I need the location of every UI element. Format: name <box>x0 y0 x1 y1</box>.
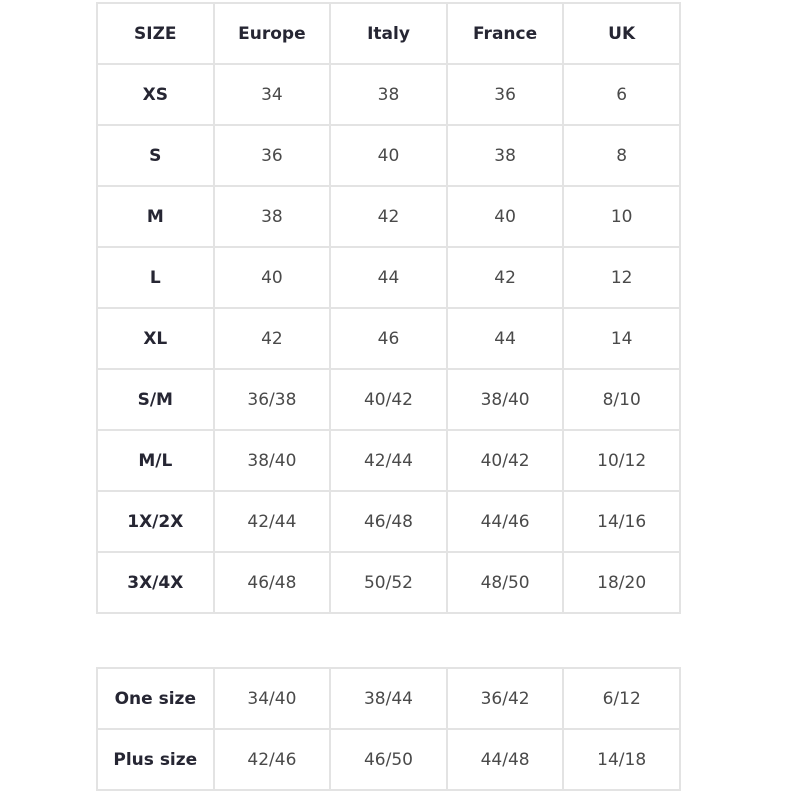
size-value-cell: 38 <box>329 63 448 126</box>
size-value-cell: 36/42 <box>445 667 565 730</box>
size-value-cell: 38/40 <box>445 368 565 431</box>
table-row: M/L 38/40 42/44 40/42 10/12 <box>96 429 681 492</box>
size-value-cell: 42/44 <box>212 490 332 553</box>
table-row: One size 34/40 38/44 36/42 6/12 <box>96 667 681 730</box>
size-value-cell: 10/12 <box>562 429 681 492</box>
size-label-cell: S <box>96 124 215 187</box>
size-value-cell: 42 <box>445 246 565 309</box>
size-value-cell: 34 <box>212 63 332 126</box>
size-value-cell: 6/12 <box>562 667 681 730</box>
size-value-cell: 38/44 <box>329 667 448 730</box>
column-header: France <box>445 2 565 65</box>
table-row: S/M 36/38 40/42 38/40 8/10 <box>96 368 681 431</box>
size-value-cell: 46/50 <box>329 728 448 791</box>
size-value-cell: 8/10 <box>562 368 681 431</box>
size-value-cell: 12 <box>562 246 681 309</box>
size-value-cell: 42 <box>212 307 332 370</box>
table-row: XS 34 38 36 6 <box>96 63 681 126</box>
size-value-cell: 40 <box>212 246 332 309</box>
size-label-cell: XS <box>96 63 215 126</box>
size-value-cell: 14 <box>562 307 681 370</box>
size-value-cell: 46/48 <box>212 551 332 614</box>
size-value-cell: 42 <box>329 185 448 248</box>
size-value-cell: 42/44 <box>329 429 448 492</box>
size-value-cell: 36/38 <box>212 368 332 431</box>
table-row: Plus size 42/46 46/50 44/48 14/18 <box>96 728 681 791</box>
size-chart-table: SIZE Europe Italy France UK XS 34 38 36 6 S 36 40 38… <box>96 2 681 614</box>
size-value-cell: 14/18 <box>562 728 681 791</box>
size-value-cell: 14/16 <box>562 490 681 553</box>
size-label-cell: 3X/4X <box>96 551 215 614</box>
size-value-cell: 36 <box>445 63 565 126</box>
size-value-cell: 46/48 <box>329 490 448 553</box>
size-value-cell: 6 <box>562 63 681 126</box>
size-label-cell: M/L <box>96 429 215 492</box>
size-value-cell: 38 <box>212 185 332 248</box>
size-label-cell: 1X/2X <box>96 490 215 553</box>
table-row: L 40 44 42 12 <box>96 246 681 309</box>
table-row: 3X/4X 46/48 50/52 48/50 18/20 <box>96 551 681 614</box>
size-value-cell: 48/50 <box>445 551 565 614</box>
size-value-cell: 40 <box>329 124 448 187</box>
table-row: M 38 42 40 10 <box>96 185 681 248</box>
size-label-cell: S/M <box>96 368 215 431</box>
size-value-cell: 42/46 <box>212 728 332 791</box>
table-row: S 36 40 38 8 <box>96 124 681 187</box>
size-value-cell: 50/52 <box>329 551 448 614</box>
size-label-cell: One size <box>96 667 215 730</box>
size-value-cell: 44 <box>329 246 448 309</box>
size-label-cell: XL <box>96 307 215 370</box>
header-row: SIZE Europe Italy France UK <box>96 2 681 65</box>
size-value-cell: 46 <box>329 307 448 370</box>
column-header: Italy <box>329 2 448 65</box>
size-value-cell: 10 <box>562 185 681 248</box>
size-label-cell: M <box>96 185 215 248</box>
size-value-cell: 40/42 <box>445 429 565 492</box>
size-value-cell: 18/20 <box>562 551 681 614</box>
size-value-cell: 40 <box>445 185 565 248</box>
size-value-cell: 38 <box>445 124 565 187</box>
size-value-cell: 44/48 <box>445 728 565 791</box>
table-row: 1X/2X 42/44 46/48 44/46 14/16 <box>96 490 681 553</box>
size-value-cell: 38/40 <box>212 429 332 492</box>
size-value-cell: 36 <box>212 124 332 187</box>
column-header: UK <box>562 2 681 65</box>
size-value-cell: 8 <box>562 124 681 187</box>
size-label-cell: Plus size <box>96 728 215 791</box>
size-value-cell: 40/42 <box>329 368 448 431</box>
size-label-cell: L <box>96 246 215 309</box>
table-row: XL 42 46 44 14 <box>96 307 681 370</box>
one-plus-size-table: One size 34/40 38/44 36/42 6/12 Plus size 42/4… <box>96 667 681 791</box>
size-value-cell: 44 <box>445 307 565 370</box>
size-value-cell: 44/46 <box>445 490 565 553</box>
size-value-cell: 34/40 <box>212 667 332 730</box>
column-header: SIZE <box>96 2 215 65</box>
column-header: Europe <box>212 2 332 65</box>
